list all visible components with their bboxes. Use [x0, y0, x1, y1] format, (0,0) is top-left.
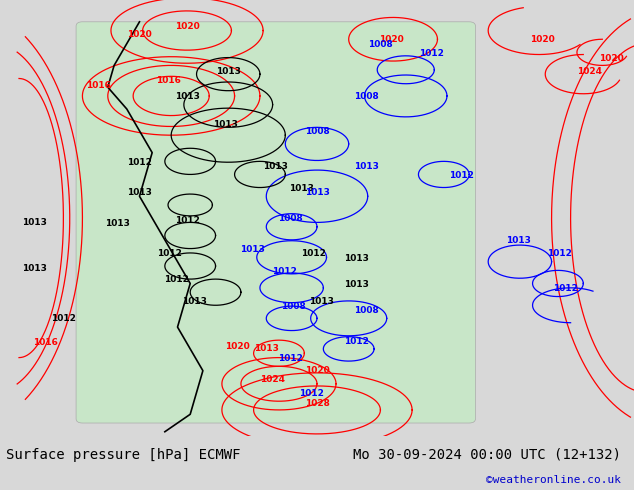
- Text: 1013: 1013: [174, 92, 200, 101]
- Text: 1013: 1013: [506, 236, 531, 245]
- Text: 1012: 1012: [553, 284, 578, 293]
- Text: 1012: 1012: [278, 354, 303, 363]
- Text: 1024: 1024: [260, 375, 285, 384]
- Text: 1012: 1012: [547, 249, 572, 258]
- Text: 1012: 1012: [449, 171, 474, 180]
- Text: 1012: 1012: [164, 275, 189, 285]
- Text: 1012: 1012: [301, 249, 327, 258]
- Text: 1012: 1012: [174, 216, 200, 225]
- Text: 1020: 1020: [225, 342, 250, 351]
- Text: 1012: 1012: [344, 337, 369, 345]
- Text: 1013: 1013: [344, 254, 369, 263]
- Text: 1013: 1013: [263, 162, 288, 171]
- Text: 1013: 1013: [304, 188, 330, 197]
- Text: 1008: 1008: [280, 302, 306, 311]
- Text: 1008: 1008: [304, 127, 330, 136]
- Text: 1012: 1012: [157, 249, 182, 258]
- Text: 1008: 1008: [354, 306, 379, 315]
- Text: 1013: 1013: [105, 219, 130, 228]
- Text: Mo 30-09-2024 00:00 UTC (12+132): Mo 30-09-2024 00:00 UTC (12+132): [353, 448, 621, 462]
- Text: 1013: 1013: [212, 120, 238, 129]
- Text: 1013: 1013: [288, 184, 314, 193]
- Text: 1013: 1013: [309, 297, 334, 306]
- Text: 1020: 1020: [599, 54, 624, 63]
- FancyBboxPatch shape: [76, 22, 476, 423]
- Text: 1012: 1012: [271, 267, 297, 276]
- Text: 1013: 1013: [240, 245, 265, 254]
- Text: 1012: 1012: [418, 49, 444, 58]
- Text: 1028: 1028: [304, 399, 330, 408]
- Text: Surface pressure [hPa] ECMWF: Surface pressure [hPa] ECMWF: [6, 448, 241, 462]
- Text: 1008: 1008: [354, 92, 379, 101]
- Text: 1020: 1020: [174, 22, 200, 31]
- Text: 1016: 1016: [86, 80, 111, 90]
- Text: 1013: 1013: [127, 188, 152, 197]
- Text: 1020: 1020: [379, 35, 404, 44]
- Text: 1008: 1008: [368, 40, 393, 49]
- Text: 1012: 1012: [299, 389, 325, 398]
- Text: 1013: 1013: [216, 68, 241, 76]
- Text: 1013: 1013: [182, 297, 207, 306]
- Text: 1016: 1016: [33, 338, 58, 347]
- Text: 1013: 1013: [22, 264, 48, 273]
- Text: ©weatheronline.co.uk: ©weatheronline.co.uk: [486, 475, 621, 485]
- Text: 1008: 1008: [278, 215, 303, 223]
- Text: 1013: 1013: [354, 162, 379, 171]
- Text: 1020: 1020: [304, 366, 330, 375]
- Text: 1012: 1012: [127, 158, 152, 167]
- Text: 1024: 1024: [577, 68, 602, 76]
- Text: 1013: 1013: [344, 280, 369, 289]
- Text: 1013: 1013: [254, 344, 279, 353]
- Text: 1013: 1013: [22, 218, 48, 227]
- Text: 1020: 1020: [127, 30, 152, 39]
- Text: 1016: 1016: [155, 76, 181, 85]
- Text: 1012: 1012: [51, 314, 76, 323]
- Text: 1020: 1020: [529, 35, 555, 44]
